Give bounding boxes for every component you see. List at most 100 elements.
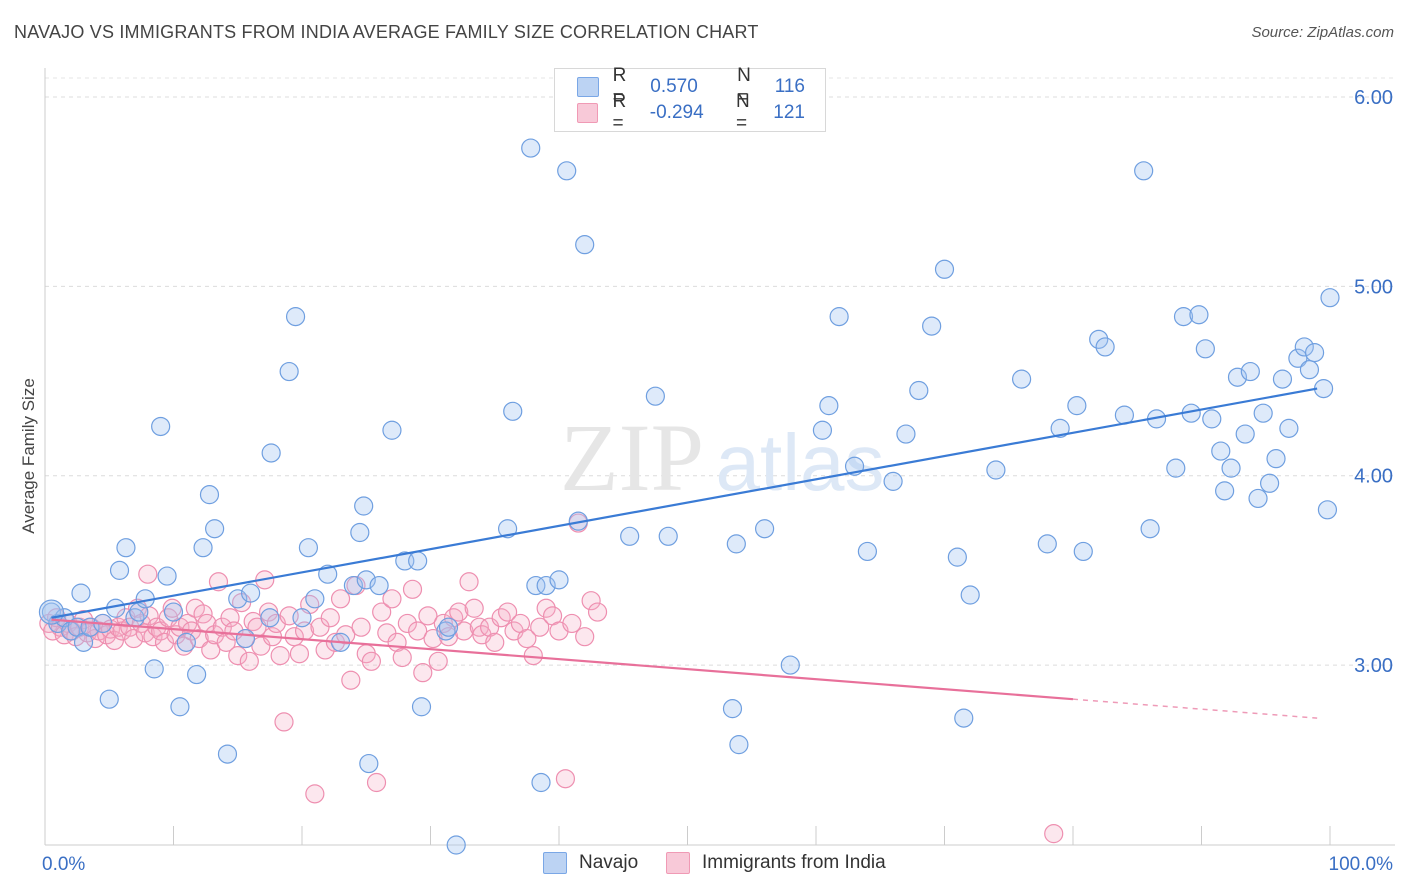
navajo-point-26 [217,744,238,764]
navajo-point-9 [99,689,119,709]
navajo-point-large [38,599,65,625]
navajo-point-107 [1253,403,1273,423]
india-point-60 [270,646,290,666]
india-point-104 [498,602,518,622]
tick-labels: 3.00 4.00 5.00 6.00 0.0% 100.0% [42,87,1393,875]
y-tick-label-1: 4.00 [1354,466,1393,488]
india-point-86 [402,579,423,599]
navajo-point-72 [829,307,849,327]
navajo-point-71 [819,396,839,416]
india-point-95 [449,602,469,622]
navajo-point-11 [109,560,130,580]
navajo-point-118 [1320,288,1340,308]
navajo-point-51 [446,835,466,855]
india-point-70 [320,608,340,628]
india-point-76 [351,617,371,637]
navajo-point-77 [909,380,929,401]
navajo-point-88 [1089,329,1109,349]
navajo-point-41 [354,496,374,516]
navajo-point-108 [1260,473,1280,493]
navajo-point-54 [521,138,541,158]
legend-swatch-india [577,103,599,123]
navajo-point-111 [1279,418,1299,438]
legend-row-india: R = -0.294 N = 121 [577,91,825,134]
legend-n-value: 116 [774,76,805,97]
navajo-point-78 [922,316,942,336]
navajo-point-87 [1073,541,1093,562]
navajo-point-44 [369,575,389,596]
y-axis-label: Average Family Size [19,378,38,534]
india-point-49 [228,646,248,666]
india-point-114 [562,613,582,634]
navajo-point-85 [1050,418,1070,438]
y-tick-label-3: 6.00 [1354,87,1393,109]
navajo-point-22 [187,664,207,685]
navajo-trend-line [51,387,1318,619]
india-point-30 [154,632,175,652]
india-point-119 [1044,824,1064,844]
india-point-87 [408,621,428,641]
india-point-117 [581,591,601,611]
navajo-point-81 [960,585,980,605]
legend-n-value: 121 [773,102,805,123]
legend-r-value: 0.570 [650,76,698,97]
navajo-point-92 [1140,519,1160,539]
trend-lines [51,387,1318,719]
navajo-point-70 [812,420,833,440]
legend-r-value: -0.294 [649,102,704,123]
legend-n-label: N = [737,65,751,108]
navajo-point-115 [1304,343,1325,363]
navajo-point-101 [1215,481,1235,501]
india-trend-line [51,618,1074,701]
india-point-91 [428,651,448,671]
navajo-point-105 [1240,361,1260,382]
navajo-point-17 [151,416,171,437]
navajo-point-110 [1272,369,1293,389]
navajo-point-34 [298,538,319,558]
navajo-point-35 [305,589,325,609]
navajo-point-91 [1134,161,1154,181]
navajo-point-23 [193,538,213,558]
series-legend: Navajo Immigrants from India [0,852,1406,878]
navajo-point-30 [260,608,280,628]
navajo-point-113 [1294,337,1314,357]
navajo-point-36 [292,608,312,628]
navajo-point-114 [1299,360,1320,380]
navajo-point-119 [954,708,974,728]
navajo-point-64 [658,526,678,546]
navajo-point-18 [157,566,177,586]
india-point-97 [459,572,479,592]
navajo-point-47 [408,551,428,571]
navajo-point-82 [986,460,1006,480]
legend-swatch-navajo [577,77,599,97]
navajo-point-104 [1235,424,1255,444]
india-point-61 [274,712,294,732]
watermark-zip: ZIP [560,404,704,511]
india-point-98 [464,598,484,618]
navajo-point-89 [1095,337,1115,357]
legend-item-india: Immigrants from India [666,852,886,874]
axes [44,68,1395,846]
india-point-42 [201,640,221,660]
navajo-point-99 [1202,409,1222,429]
navajo-point-65 [722,699,743,719]
navajo-point-62 [620,526,640,546]
india-point-118 [587,602,608,622]
navajo-point-55 [526,575,546,596]
india-point-52 [239,651,259,671]
legend-label-india: Immigrants from India [702,852,886,873]
legend-item-navajo: Navajo [543,852,638,874]
india-point-120 [138,564,158,584]
india-point-39 [189,628,209,649]
india-point-48 [224,621,244,641]
navajo-point-29 [241,583,261,603]
navajo-point-50 [438,617,459,637]
grid-lines [45,77,1395,666]
india-point-78 [361,651,381,671]
india-point-40 [193,604,213,624]
navajo-point-83 [1011,369,1032,389]
navajo-point-24 [199,485,220,505]
india-point-22 [124,628,144,649]
india-point-88 [413,663,433,683]
y-tick-label-2: 5.00 [1354,276,1393,298]
